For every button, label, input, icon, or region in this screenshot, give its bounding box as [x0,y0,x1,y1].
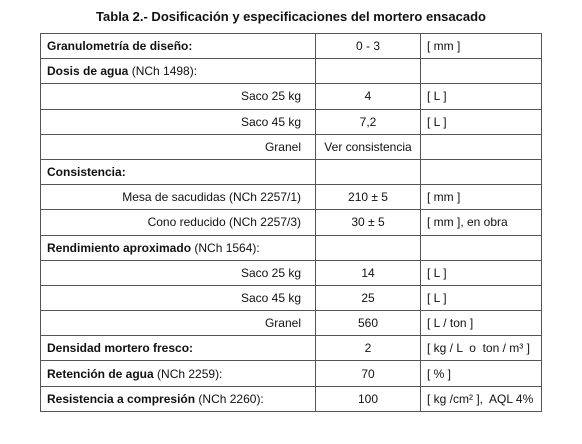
row-label: Granulometría de diseño: [47,39,193,54]
unit-cell [420,234,542,261]
sub-label-cell: Cono reducido (NCh 2257/3) [40,209,316,236]
table-row: Saco 25 kg 14[ L ] [40,259,542,286]
row-label: Rendimiento aproximado [47,240,192,255]
unit-cell: [ kg / L o ton / m³ ] [420,335,542,362]
sub-label-cell: Saco 25 kg [40,83,316,110]
table-row: Dosis de agua (NCh 1498): [40,58,542,85]
unit-cell: [ L / ton ] [420,310,542,337]
sub-label-cell: Saco 45 kg [40,108,316,135]
value-cell [315,234,421,261]
sub-label-cell: Saco 25 kg [40,259,316,286]
row-label: Retención de agua [47,366,154,381]
unit-cell: [ L ] [420,284,542,312]
label-cell: Resistencia a compresión (NCh 2260): [40,385,316,412]
unit-cell: [ mm ] [420,32,542,60]
table-row: Densidad mortero fresco: 2[ kg / L o ton … [40,335,542,362]
value-cell: 70 [315,360,421,387]
table-title: Tabla 2.- Dosificación y especificacione… [96,9,486,24]
value-cell: 2 [315,335,421,362]
table-row: Retención de agua (NCh 2259): 70[ % ] [40,360,542,387]
row-note: (NCh 1498): [131,64,198,79]
value-cell: 30 ± 5 [315,209,421,236]
label-cell: Retención de agua (NCh 2259): [40,360,316,387]
value-cell: 100 [315,385,421,412]
sub-label-cell: Granel [40,133,316,160]
sub-label-cell: Granel [40,310,316,337]
table-row: Resistencia a compresión (NCh 2260): 100[… [40,385,542,412]
table-row: Cono reducido (NCh 2257/3) 30 ± 5[ mm ], … [40,209,542,236]
value-cell: 560 [315,310,421,337]
value-cell: 210 ± 5 [315,184,421,211]
table-row: Mesa de sacudidas (NCh 2257/1) 210 ± 5[ m… [40,184,542,211]
table-row: Rendimiento aproximado (NCh 1564): [40,234,542,261]
table-row: Consistencia: [40,158,542,186]
value-cell: 25 [315,284,421,312]
unit-cell: [ % ] [420,360,542,387]
unit-cell [420,58,542,85]
value-cell [315,58,421,85]
label-cell: Granulometría de diseño: [40,32,316,60]
row-note: (NCh 2260): [198,391,264,406]
row-note: (NCh 1564): [194,240,260,255]
sub-label-cell: Mesa de sacudidas (NCh 2257/1) [40,184,316,211]
table-row: Granel Ver consistencia [40,133,542,160]
row-label: Resistencia a compresión [47,391,196,406]
unit-cell: [ kg /cm² ], AQL 4% [420,385,542,412]
unit-cell: [ mm ], en obra [420,209,542,236]
table-row: Saco 25 kg 4[ L ] [40,83,542,110]
unit-cell: [ L ] [420,108,542,135]
row-label: Densidad mortero fresco: [47,341,194,356]
table-row: Granel 560[ L / ton ] [40,310,542,337]
label-cell: Dosis de agua (NCh 1498): [40,58,316,85]
spec-table: Granulometría de diseño: 0 - 3[ mm ] Dosis… [40,32,542,412]
label-cell: Consistencia: [40,158,316,186]
row-label: Consistencia: [47,165,126,180]
label-cell: Rendimiento aproximado (NCh 1564): [40,234,316,261]
table-row: Saco 45 kg 7,2[ L ] [40,108,542,135]
unit-cell [420,133,542,160]
value-cell: 7,2 [315,108,421,135]
sub-label-cell: Saco 45 kg [40,284,316,312]
value-cell: 14 [315,259,421,286]
value-cell: 4 [315,83,421,110]
row-label: Dosis de agua [47,64,129,79]
unit-cell: [ L ] [420,83,542,110]
label-cell: Densidad mortero fresco: [40,335,316,362]
value-cell: Ver consistencia [315,133,421,160]
table-row: Granulometría de diseño: 0 - 3[ mm ] [40,32,542,60]
unit-cell: [ L ] [420,259,542,286]
unit-cell [420,158,542,186]
row-note: (NCh 2259): [157,366,223,381]
value-cell: 0 - 3 [315,32,421,60]
value-cell [315,158,421,186]
unit-cell: [ mm ] [420,184,542,211]
table-row: Saco 45 kg 25[ L ] [40,284,542,312]
